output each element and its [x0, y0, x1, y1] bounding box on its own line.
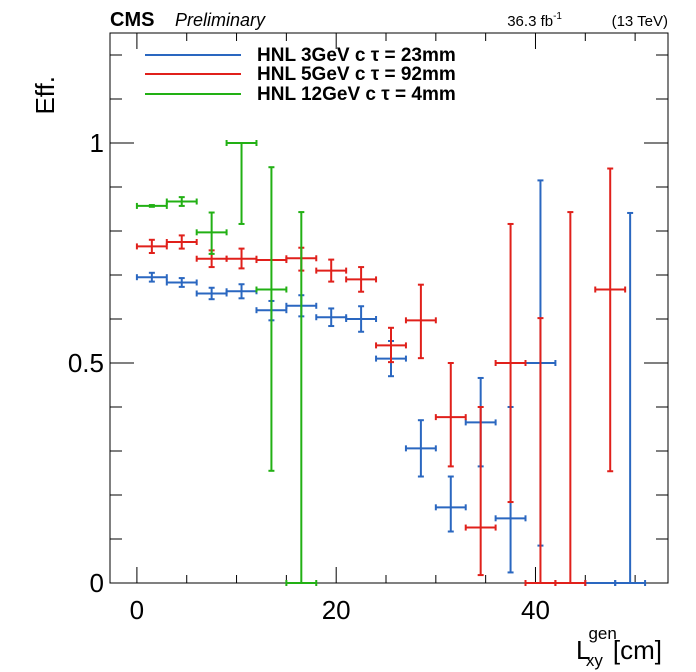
data-point [165, 234, 198, 250]
data-point [195, 286, 228, 301]
data-point [404, 419, 437, 478]
data-point [255, 166, 288, 472]
data-point [494, 222, 527, 504]
legend-label-5gev: HNL 5GeV c τ = 92mm [257, 64, 456, 85]
data-point [434, 362, 467, 468]
y-tick-label: 1 [90, 128, 104, 158]
data-point [195, 211, 228, 255]
lumi-value: 36.3 fb [507, 13, 553, 30]
axes: 0 20 40 0 0.5 1 [68, 32, 669, 625]
data-point [404, 283, 437, 360]
plot-frame [109, 32, 669, 584]
x-axis-title-sup: gen [588, 624, 616, 643]
x-tick-label: 20 [322, 595, 351, 625]
data-point [554, 211, 587, 586]
y-tick-label: 0.5 [68, 348, 104, 378]
legend-label-3gev: HNL 3GeV c τ = 23mm [257, 45, 456, 66]
x-axis-title-main: L [576, 635, 590, 665]
data-point [225, 140, 258, 225]
series-5gev [135, 167, 627, 586]
x-axis-title: Lgen xy [cm] [576, 624, 662, 670]
data-point [464, 406, 497, 577]
series-12gev [135, 140, 318, 586]
legend: HNL 3GeV c τ = 23mm HNL 5GeV c τ = 92mm … [145, 45, 456, 105]
data-point [345, 266, 378, 293]
x-axis-title-unit: [cm] [613, 635, 662, 665]
y-axis-title: Eff. [30, 76, 60, 115]
data-point [614, 211, 647, 586]
data-point [135, 238, 168, 254]
y-tick-label: 0 [90, 568, 104, 598]
x-tick-label: 0 [130, 595, 144, 625]
energy-label: (13 TeV) [612, 13, 668, 30]
status-label: Preliminary [175, 10, 266, 30]
data-point [225, 247, 258, 270]
data-point [225, 283, 258, 300]
data-point [594, 167, 627, 473]
legend-label-12gev: HNL 12GeV c τ = 4mm [257, 84, 456, 105]
x-tick-label: 40 [521, 595, 550, 625]
series-3gev [135, 179, 647, 586]
data-point [135, 271, 168, 283]
data-point [285, 211, 318, 586]
data-point [434, 475, 467, 533]
data-points [135, 140, 647, 586]
data-point [584, 580, 617, 586]
data-point [345, 305, 378, 333]
x-axis-title-sub: xy [586, 651, 604, 670]
lumi-exponent: -1 [553, 11, 562, 22]
data-point [315, 258, 348, 283]
data-point [524, 317, 557, 586]
lumi-label: 36.3 fb-1 [507, 11, 562, 30]
data-point [165, 196, 198, 207]
data-point [315, 307, 348, 328]
data-point [375, 326, 407, 364]
data-point [165, 277, 198, 288]
data-point [135, 202, 168, 209]
experiment-label: CMS [110, 9, 154, 31]
